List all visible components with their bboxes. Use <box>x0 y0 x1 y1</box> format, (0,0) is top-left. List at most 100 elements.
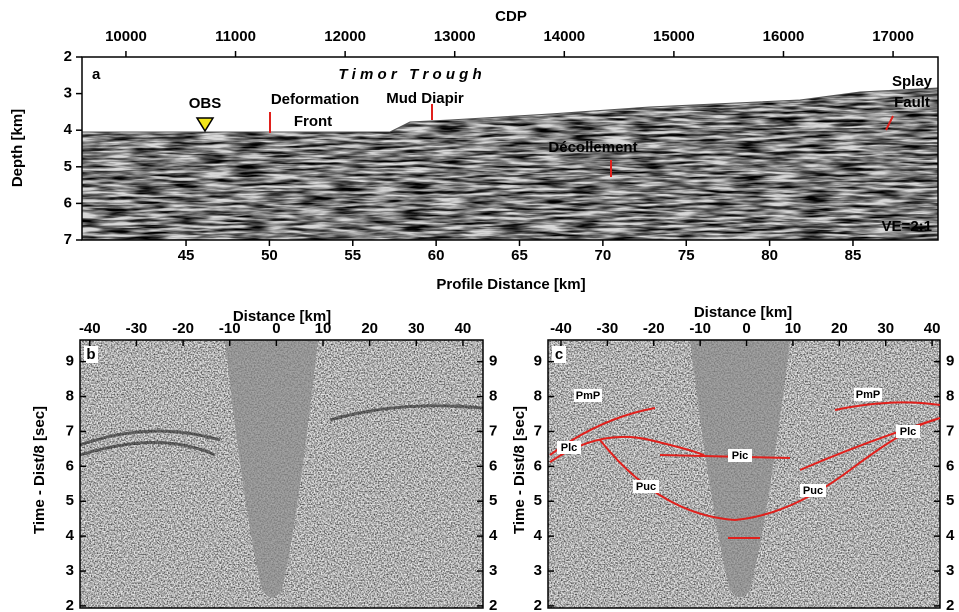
annotation: Front <box>294 113 332 130</box>
pick-labels: PmP PmP Plc Plc Pic Puc Puc <box>557 388 920 497</box>
x-tick-label: -30 <box>126 320 148 337</box>
y-tick-label: 8 <box>66 388 74 405</box>
x-tick-label: 40 <box>924 320 941 337</box>
annotation: Puc <box>636 481 656 493</box>
y-tick-label: 4 <box>489 527 498 544</box>
y-tick-label: 7 <box>489 422 497 439</box>
annotation: Deformation <box>271 91 359 108</box>
annotation: Mud Diapir <box>386 90 464 107</box>
y-tick-label: 3 <box>66 562 74 579</box>
x-tick-label: 16000 <box>763 28 805 45</box>
y-tick-label: 2 <box>489 597 497 612</box>
y-tick-label: 4 <box>534 527 543 544</box>
y-tick-label: 6 <box>64 194 72 211</box>
y-tick-label: 9 <box>66 353 74 370</box>
y-tick-label: 6 <box>534 457 542 474</box>
x-tick-label: 60 <box>428 247 445 264</box>
x-tick-label: 20 <box>831 320 848 337</box>
axis-title: Time - Dist/8 [sec] <box>511 406 528 534</box>
y-tick-label: 7 <box>946 422 954 439</box>
x-tick-label: 20 <box>361 320 378 337</box>
axis-title: Distance [km] <box>233 308 331 325</box>
x-tick-label: 65 <box>511 247 528 264</box>
x-tick-label: 30 <box>408 320 425 337</box>
x-tick-label: 13000 <box>434 28 476 45</box>
panel-label: b <box>86 346 95 363</box>
x-tick-label: 85 <box>845 247 862 264</box>
y-tick-label: 4 <box>64 121 73 138</box>
x-tick-label: -10 <box>219 320 241 337</box>
y-tick-label: 9 <box>534 353 542 370</box>
axis-title: Distance [km] <box>694 304 792 321</box>
y-tick-label: 2 <box>66 597 74 612</box>
annotation: PmP <box>856 389 880 401</box>
annotation: T i m o r T r o u g h <box>338 66 481 83</box>
y-tick-label: 6 <box>946 457 954 474</box>
y-tick-label: 9 <box>489 353 497 370</box>
seismic-gather <box>548 340 940 608</box>
axis-title: CDP <box>495 8 527 25</box>
y-tick-label: 9 <box>946 353 954 370</box>
y-tick-label: 8 <box>946 388 954 405</box>
x-tick-label: 14000 <box>543 28 585 45</box>
y-tick-label: 3 <box>489 562 497 579</box>
annotation: Fault <box>894 94 930 111</box>
x-tick-label: 45 <box>178 247 195 264</box>
axis-title: Depth [km] <box>9 109 26 187</box>
x-tick-label: -20 <box>643 320 665 337</box>
y-tick-label: 7 <box>66 422 74 439</box>
annotation: Plc <box>561 442 578 454</box>
y-tick-label: 3 <box>946 562 954 579</box>
x-tick-label: 55 <box>344 247 361 264</box>
x-tick-label: -10 <box>689 320 711 337</box>
y-tick-label: 2 <box>64 48 72 65</box>
x-tick-label: 70 <box>595 247 612 264</box>
annotation: Décollement <box>548 139 637 156</box>
x-tick-label: 40 <box>455 320 472 337</box>
x-tick-label: -40 <box>550 320 572 337</box>
x-tick-label: 10 <box>315 320 332 337</box>
x-tick-label: 10000 <box>105 28 147 45</box>
y-tick-label: 5 <box>489 492 497 509</box>
x-tick-label: -40 <box>79 320 101 337</box>
annotation: Pic <box>732 450 749 462</box>
y-tick-label: 4 <box>66 527 75 544</box>
y-tick-label: 7 <box>534 422 542 439</box>
axis-title: Time - Dist/8 [sec] <box>31 406 48 534</box>
seismic-gather <box>80 340 483 608</box>
y-tick-label: 4 <box>946 527 955 544</box>
y-tick-label: 5 <box>64 158 72 175</box>
x-tick-label: -30 <box>597 320 619 337</box>
panel-label: a <box>92 66 101 83</box>
annotation: Splay <box>892 73 933 90</box>
x-tick-label: 75 <box>678 247 695 264</box>
x-tick-label: 12000 <box>324 28 366 45</box>
y-tick-label: 6 <box>489 457 497 474</box>
annotation: Plc <box>900 426 917 438</box>
y-tick-label: 2 <box>534 597 542 612</box>
x-tick-label: 17000 <box>872 28 914 45</box>
annotation: OBS <box>189 95 222 112</box>
panel-frame <box>79 339 484 609</box>
x-tick-label: 11000 <box>215 28 256 45</box>
x-tick-label: 0 <box>272 320 280 337</box>
axis-title: Profile Distance [km] <box>436 276 585 293</box>
y-tick-label: 8 <box>534 388 542 405</box>
x-tick-label: 50 <box>261 247 278 264</box>
x-tick-label: 15000 <box>653 28 695 45</box>
picks <box>549 401 941 539</box>
y-tick-label: 3 <box>64 85 72 102</box>
annotation: VE=2:1 <box>882 218 932 235</box>
y-tick-label: 8 <box>489 388 497 405</box>
panel-label: c <box>555 346 563 363</box>
x-tick-label: 0 <box>742 320 750 337</box>
x-tick-label: 30 <box>877 320 894 337</box>
x-tick-label: -20 <box>172 320 194 337</box>
y-tick-label: 5 <box>946 492 954 509</box>
seismic-section <box>82 57 939 240</box>
panel-frame <box>81 56 939 241</box>
x-tick-label: 10 <box>785 320 802 337</box>
x-tick-label: 80 <box>761 247 778 264</box>
y-tick-label: 7 <box>64 231 72 248</box>
